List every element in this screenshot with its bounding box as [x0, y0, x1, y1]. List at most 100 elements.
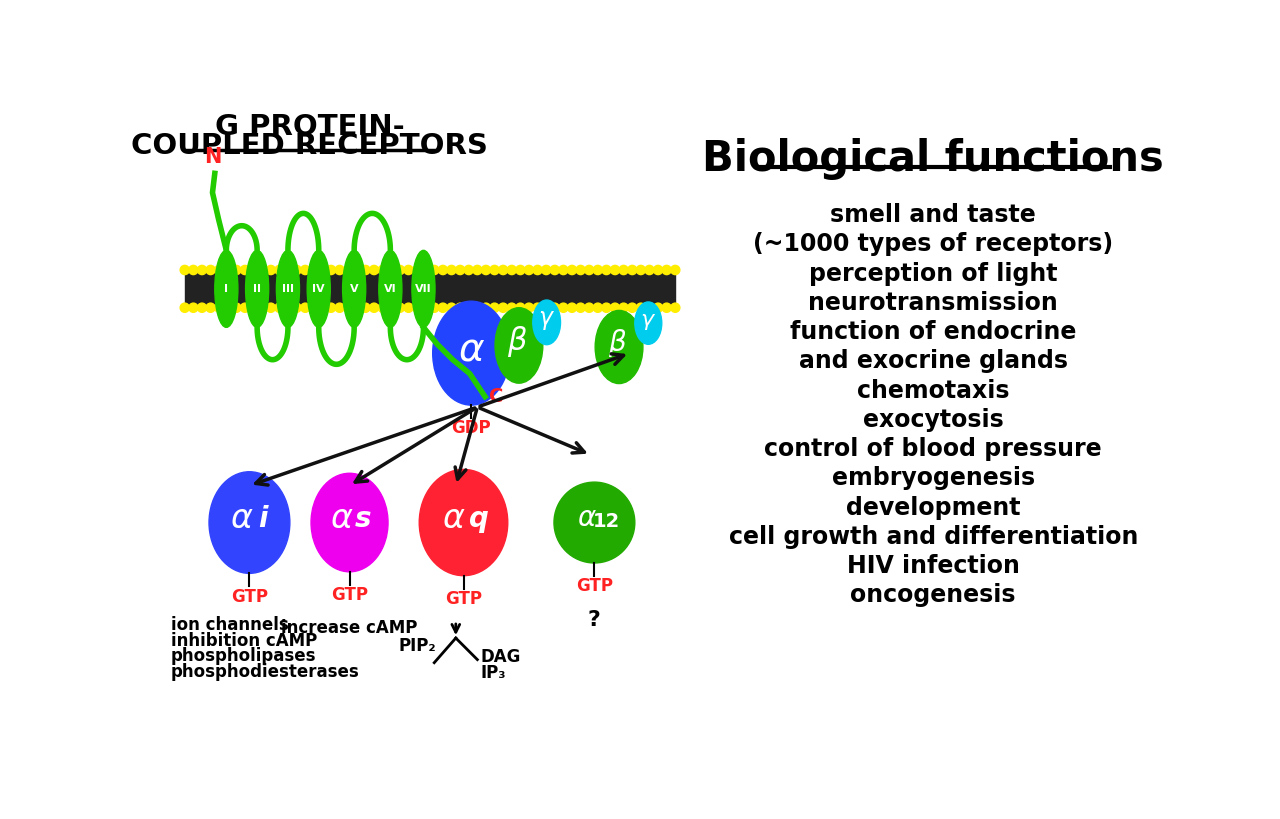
Circle shape: [627, 303, 637, 312]
Ellipse shape: [532, 300, 561, 345]
Circle shape: [490, 265, 499, 274]
Circle shape: [602, 303, 611, 312]
Ellipse shape: [215, 251, 238, 328]
Circle shape: [559, 265, 568, 274]
Circle shape: [404, 303, 413, 312]
Circle shape: [310, 265, 319, 274]
Circle shape: [636, 303, 645, 312]
Text: GTP: GTP: [445, 590, 483, 609]
Circle shape: [326, 265, 335, 274]
Circle shape: [447, 265, 456, 274]
Circle shape: [206, 303, 215, 312]
Circle shape: [370, 265, 379, 274]
Circle shape: [576, 303, 585, 312]
Ellipse shape: [420, 469, 508, 576]
Text: I: I: [224, 284, 228, 294]
Circle shape: [335, 265, 344, 274]
Text: IP₃: IP₃: [480, 664, 506, 682]
Circle shape: [301, 303, 310, 312]
Text: function of endocrine: function of endocrine: [790, 320, 1076, 344]
Ellipse shape: [554, 482, 635, 563]
Circle shape: [223, 265, 233, 274]
Circle shape: [567, 303, 576, 312]
Circle shape: [241, 303, 250, 312]
Text: phosphodiesterases: phosphodiesterases: [172, 663, 360, 681]
Circle shape: [472, 303, 483, 312]
Text: COUPLED RECEPTORS: COUPLED RECEPTORS: [131, 132, 488, 161]
Ellipse shape: [433, 301, 509, 405]
Circle shape: [412, 265, 421, 274]
Text: chemotaxis: chemotaxis: [856, 378, 1010, 403]
Circle shape: [404, 265, 413, 274]
Text: i: i: [259, 505, 268, 532]
Text: GTP: GTP: [332, 586, 369, 604]
Circle shape: [387, 303, 396, 312]
Ellipse shape: [307, 251, 330, 328]
Circle shape: [585, 303, 594, 312]
Ellipse shape: [246, 251, 269, 328]
Circle shape: [653, 265, 663, 274]
Circle shape: [180, 265, 189, 274]
Text: Biological functions: Biological functions: [703, 138, 1164, 179]
Text: and exocrine glands: and exocrine glands: [799, 349, 1068, 373]
Text: III: III: [282, 284, 294, 294]
Circle shape: [188, 303, 198, 312]
Circle shape: [498, 265, 508, 274]
Text: (~1000 types of receptors): (~1000 types of receptors): [753, 233, 1114, 256]
Circle shape: [396, 265, 404, 274]
Circle shape: [257, 303, 266, 312]
Circle shape: [250, 303, 259, 312]
Circle shape: [653, 303, 663, 312]
Text: oncogenesis: oncogenesis: [850, 583, 1016, 608]
Circle shape: [611, 303, 620, 312]
Text: $\gamma$: $\gamma$: [640, 310, 657, 332]
Circle shape: [266, 303, 275, 312]
Circle shape: [438, 303, 448, 312]
Circle shape: [352, 303, 361, 312]
Text: $\alpha$: $\alpha$: [230, 502, 253, 535]
Circle shape: [456, 303, 465, 312]
Text: VI: VI: [384, 284, 397, 294]
Circle shape: [283, 303, 293, 312]
Circle shape: [378, 265, 388, 274]
Circle shape: [378, 303, 388, 312]
Text: cell growth and differentiation: cell growth and differentiation: [728, 525, 1138, 549]
Circle shape: [627, 265, 637, 274]
Circle shape: [541, 265, 550, 274]
Text: control of blood pressure: control of blood pressure: [764, 437, 1102, 461]
Ellipse shape: [276, 251, 300, 328]
Circle shape: [481, 265, 490, 274]
Circle shape: [532, 265, 543, 274]
Circle shape: [516, 265, 525, 274]
Circle shape: [206, 265, 215, 274]
Text: G PROTEIN-: G PROTEIN-: [215, 113, 404, 141]
Text: embryogenesis: embryogenesis: [832, 466, 1034, 491]
Text: development: development: [846, 495, 1020, 519]
Text: II: II: [253, 284, 261, 294]
Text: HIV infection: HIV infection: [847, 554, 1020, 578]
Circle shape: [645, 265, 654, 274]
Circle shape: [525, 303, 534, 312]
Text: N: N: [204, 147, 221, 167]
Circle shape: [430, 265, 439, 274]
Ellipse shape: [343, 251, 366, 328]
Circle shape: [370, 303, 379, 312]
Text: $\gamma$: $\gamma$: [538, 308, 556, 332]
Circle shape: [257, 265, 266, 274]
Circle shape: [550, 265, 559, 274]
Circle shape: [576, 265, 585, 274]
Text: $\beta$: $\beta$: [507, 324, 527, 359]
Circle shape: [593, 303, 603, 312]
Circle shape: [361, 303, 370, 312]
Circle shape: [465, 303, 474, 312]
Text: GTP: GTP: [230, 588, 268, 606]
Circle shape: [343, 265, 353, 274]
Circle shape: [611, 265, 620, 274]
Circle shape: [620, 303, 628, 312]
Circle shape: [671, 265, 680, 274]
Circle shape: [412, 303, 421, 312]
Circle shape: [541, 303, 550, 312]
Circle shape: [585, 265, 594, 274]
Text: V: V: [349, 284, 358, 294]
Circle shape: [396, 303, 404, 312]
